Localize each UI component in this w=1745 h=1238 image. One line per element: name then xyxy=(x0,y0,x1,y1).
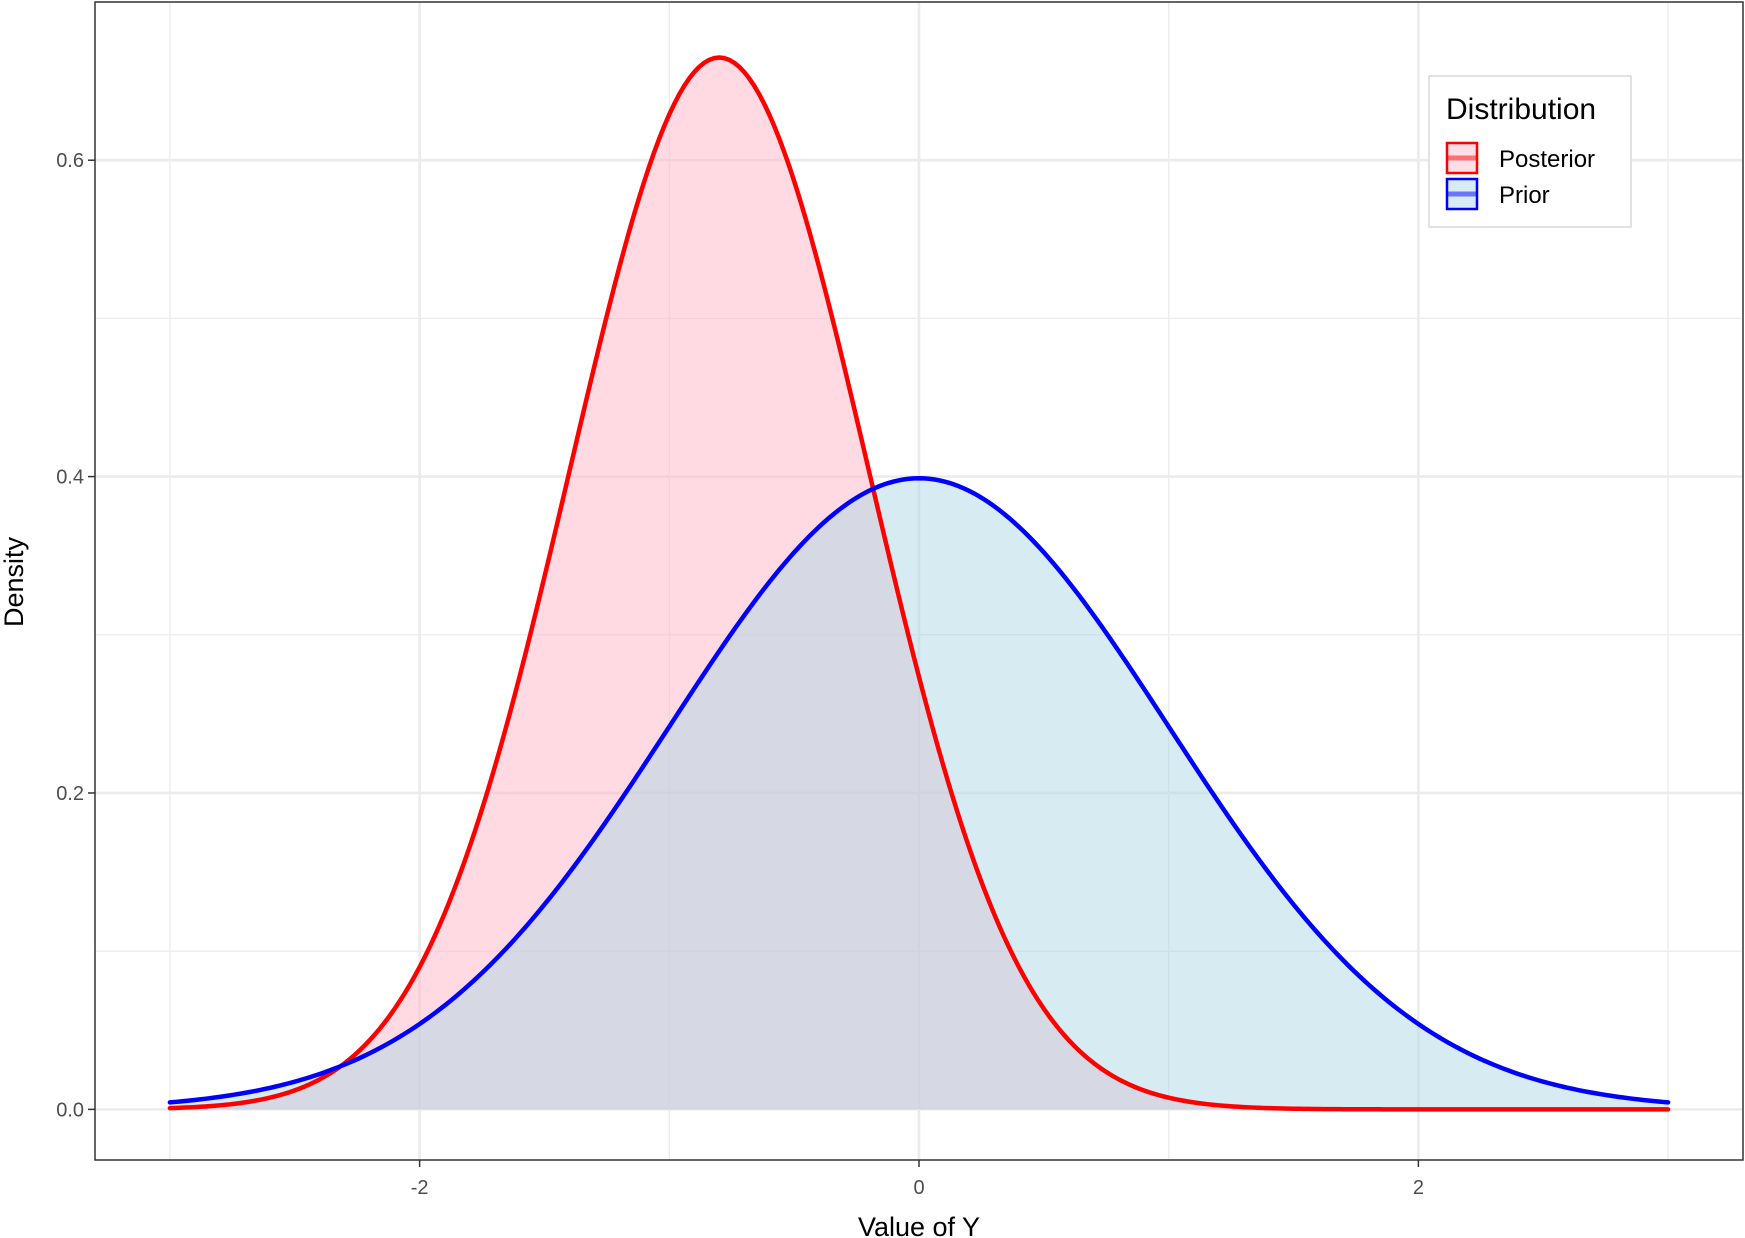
density-areas xyxy=(169,57,1669,1110)
legend-label-prior: Prior xyxy=(1499,182,1550,209)
x-axis-title: Value of Y xyxy=(858,1212,980,1238)
y-axis-title: Density xyxy=(0,536,29,627)
area-prior xyxy=(169,478,1669,1110)
y-tick-label: 0.2 xyxy=(56,783,84,805)
line-prior xyxy=(167,476,1671,1105)
y-tick-label: 0.0 xyxy=(56,1099,84,1121)
density-lines xyxy=(167,55,1671,1112)
x-tick-label: 2 xyxy=(1413,1177,1424,1199)
legend-label-posterior: Posterior xyxy=(1499,146,1595,173)
x-tick-label: -2 xyxy=(411,1177,429,1199)
y-tick-label: 0.6 xyxy=(56,150,84,172)
legend-key-prior xyxy=(1445,177,1479,211)
y-axis: 0.0 0.2 0.4 0.6 xyxy=(56,150,95,1121)
x-axis: -2 0 2 xyxy=(411,1160,1424,1199)
legend-title: Distribution xyxy=(1446,93,1596,126)
x-tick-label: 0 xyxy=(913,1177,924,1199)
legend: Distribution Posterior Prior xyxy=(1428,75,1632,228)
legend-key-posterior xyxy=(1445,141,1479,175)
y-tick-label: 0.4 xyxy=(56,467,84,489)
area-posterior xyxy=(169,57,1669,1110)
line-posterior xyxy=(167,55,1671,1112)
